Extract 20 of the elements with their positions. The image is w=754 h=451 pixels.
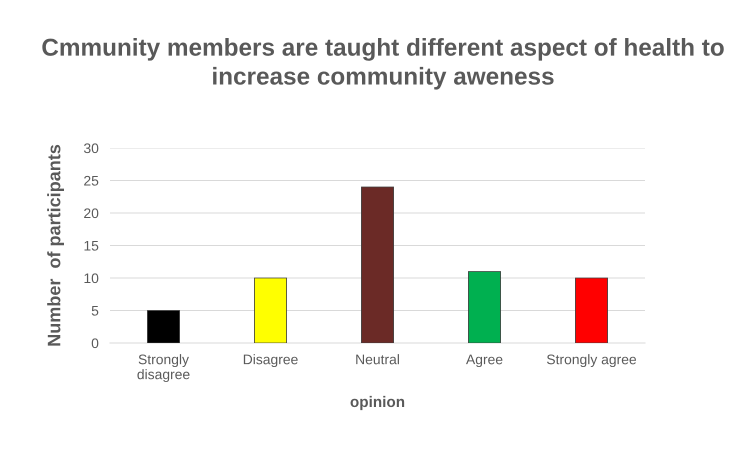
bar — [147, 310, 180, 343]
y-tick-label: 0 — [92, 338, 98, 348]
chart-title: Cmmunity members are taught different aspect of health to increase community aweness — [42, 38, 724, 90]
y-tick-label: 10 — [84, 273, 98, 284]
x-tick-label: Disagree — [244, 354, 298, 368]
bar — [468, 271, 501, 343]
x-tick-label: Strongly agree — [546, 354, 636, 368]
y-tick-label: 15 — [84, 240, 98, 251]
y-axis-title: Number of participants — [47, 144, 64, 346]
x-tick-label: Strongly disagree — [137, 354, 190, 382]
bar — [361, 186, 394, 343]
x-axis-title: opinion — [350, 396, 404, 410]
bar — [254, 278, 287, 343]
y-tick-label: 5 — [92, 306, 98, 316]
x-tick-label: Neutral — [356, 354, 399, 364]
bar — [575, 278, 608, 343]
y-tick-label: 20 — [84, 208, 98, 218]
y-tick-label: 25 — [84, 176, 98, 186]
y-tick-label: 30 — [84, 143, 98, 154]
x-tick-label: Agree — [466, 354, 502, 368]
